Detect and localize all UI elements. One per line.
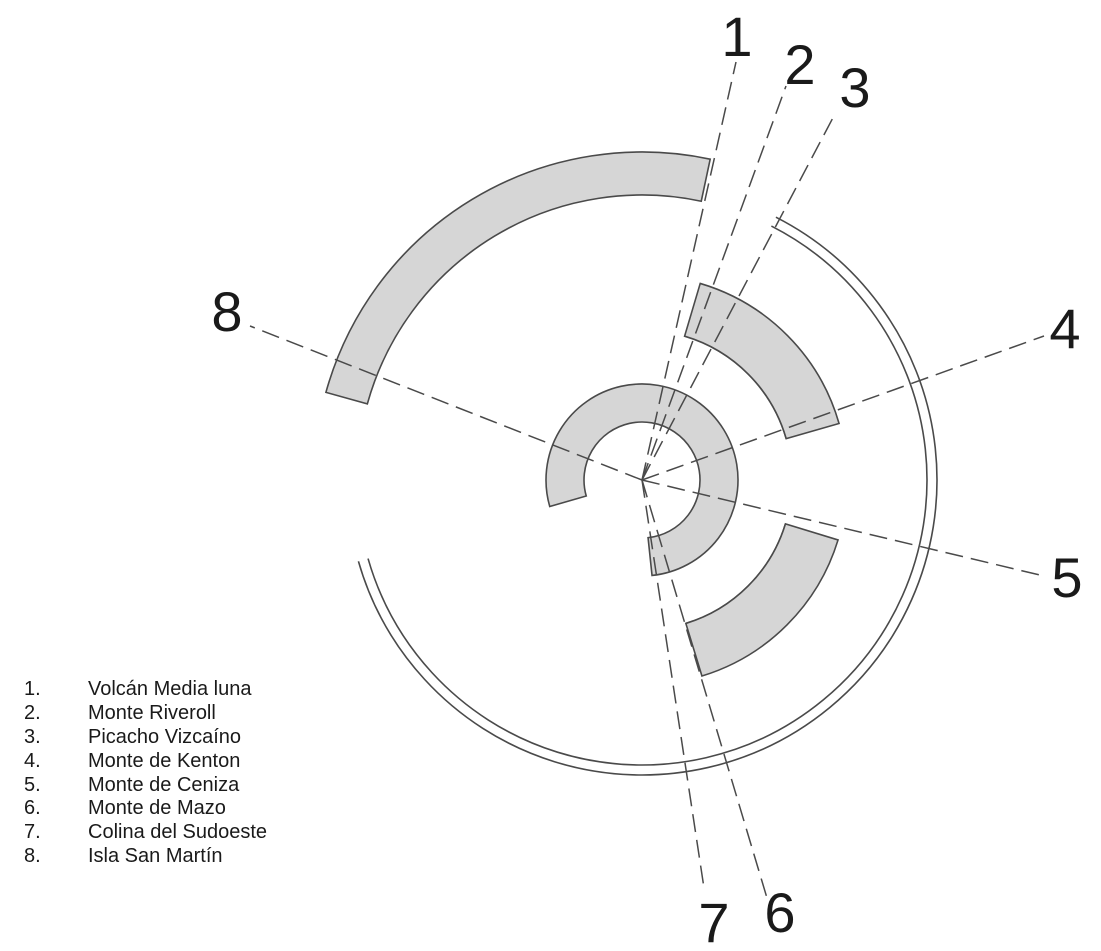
sight-line-2	[641, 85, 787, 481]
ray-number-8: 8	[211, 280, 242, 343]
legend-label: Monte de Mazo	[88, 797, 226, 820]
legend-number: 5.	[24, 773, 41, 796]
legend-item-5: 5. Monte de Ceniza	[24, 774, 267, 798]
legend-item-2: 2. Monte Riveroll	[24, 702, 267, 726]
sight-line-1	[641, 61, 737, 481]
legend-label: Monte de Ceniza	[88, 773, 240, 796]
legend-item-6: 6. Monte de Mazo	[24, 797, 267, 821]
sight-line-4	[641, 335, 1045, 481]
sight-lines	[249, 61, 1045, 899]
outer-ring-outer-arc	[357, 216, 938, 776]
outer-band	[324, 151, 712, 405]
ray-number-7: 7	[698, 891, 729, 951]
legend: 1. Volcán Media luna 2. Monte Riveroll 3. P…	[24, 678, 267, 869]
legend-number: 2.	[24, 701, 41, 724]
ray-number-4: 4	[1049, 297, 1080, 360]
sight-line-5	[641, 479, 1045, 577]
legend-item-7: 7. Colina del Sudoeste	[24, 821, 267, 845]
legend-number: 6.	[24, 797, 41, 820]
legend-number: 8.	[24, 845, 41, 868]
ray-number-3: 3	[839, 56, 870, 119]
legend-number: 7.	[24, 821, 41, 844]
legend-item-3: 3. Picacho Vizcaíno	[24, 726, 267, 750]
legend-label: Monte Riveroll	[88, 701, 216, 724]
ray-number-2: 2	[784, 33, 815, 96]
legend-label: Monte de Kenton	[88, 749, 241, 772]
legend-number: 1.	[24, 678, 41, 700]
legend-item-4: 4. Monte de Kenton	[24, 750, 267, 774]
sight-line-3	[641, 111, 837, 481]
upper-right-band	[683, 282, 841, 440]
legend-item-8: 8. Isla San Martín	[24, 845, 267, 869]
legend-label: Volcán Media luna	[88, 678, 252, 700]
legend-number: 4.	[24, 749, 41, 772]
legend-label: Colina del Sudoeste	[88, 821, 268, 844]
legend-label: Isla San Martín	[88, 845, 223, 868]
ray-numbers: 1 2 3 4 5 6 7 8	[211, 5, 1082, 951]
sight-line-7	[641, 479, 705, 889]
sight-line-8	[249, 325, 643, 481]
ray-number-1: 1	[721, 5, 752, 68]
legend-label: Picacho Vizcaíno	[88, 725, 242, 748]
legend-number: 3.	[24, 725, 41, 748]
inner-band	[545, 383, 739, 577]
ray-number-6: 6	[764, 881, 795, 944]
legend-item-1: 1. Volcán Media luna	[24, 678, 267, 702]
ray-number-5: 5	[1051, 546, 1082, 609]
outer-ring-inner-arc	[367, 225, 928, 766]
diagram-shapes	[324, 151, 938, 776]
lower-right-band	[684, 522, 840, 678]
sight-line-6	[641, 479, 768, 899]
